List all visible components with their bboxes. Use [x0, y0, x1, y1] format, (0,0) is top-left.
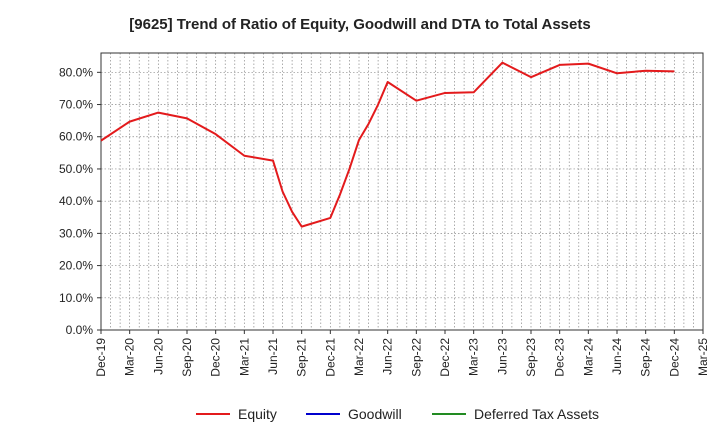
x-tick-label: Sep-20	[180, 338, 194, 377]
x-tick-label: Jun-24	[610, 338, 624, 375]
x-tick-label: Dec-22	[438, 338, 452, 377]
x-tick-label: Mar-23	[467, 338, 481, 376]
x-tick-label: Mar-22	[352, 338, 366, 376]
y-tick-label: 40.0%	[59, 194, 93, 208]
y-tick-label: 60.0%	[59, 130, 93, 144]
legend-label: Deferred Tax Assets	[474, 406, 599, 422]
legend-label: Equity	[238, 406, 277, 422]
x-tick-label: Mar-20	[123, 338, 137, 376]
plot-frame	[100, 52, 704, 331]
x-tick-label: Jun-21	[266, 338, 280, 375]
x-tick-label: Dec-24	[667, 338, 681, 377]
x-tick-label: Sep-22	[409, 338, 423, 377]
x-tick-label: Sep-21	[295, 338, 309, 377]
y-tick-label: 80.0%	[59, 65, 93, 79]
legend-label: Goodwill	[348, 406, 402, 422]
y-tick-label: 70.0%	[59, 98, 93, 112]
x-tick-label: Dec-23	[553, 338, 567, 377]
x-tick-label: Mar-24	[581, 338, 595, 376]
x-tick-label: Jun-23	[495, 338, 509, 375]
y-tick-label: 0.0%	[66, 323, 94, 337]
plot-area	[101, 53, 703, 330]
x-tick-label: Dec-21	[323, 338, 337, 377]
x-tick-label: Sep-24	[639, 338, 653, 377]
x-tick-label: Jun-22	[381, 338, 395, 375]
y-tick-label: 20.0%	[59, 259, 93, 273]
x-tick-label: Dec-19	[94, 338, 108, 377]
y-tick-label: 30.0%	[59, 226, 93, 240]
x-tick-label: Sep-23	[524, 338, 538, 377]
y-tick-label: 10.0%	[59, 291, 93, 305]
x-tick-label: Mar-21	[237, 338, 251, 376]
series-line-equity	[100, 61, 675, 228]
chart-title: [9625] Trend of Ratio of Equity, Goodwil…	[129, 16, 591, 33]
y-tick-label: 50.0%	[59, 162, 93, 176]
x-tick-label: Dec-20	[209, 338, 223, 377]
x-tick-label: Jun-20	[151, 338, 165, 375]
x-tick-label: Mar-25	[696, 338, 710, 376]
